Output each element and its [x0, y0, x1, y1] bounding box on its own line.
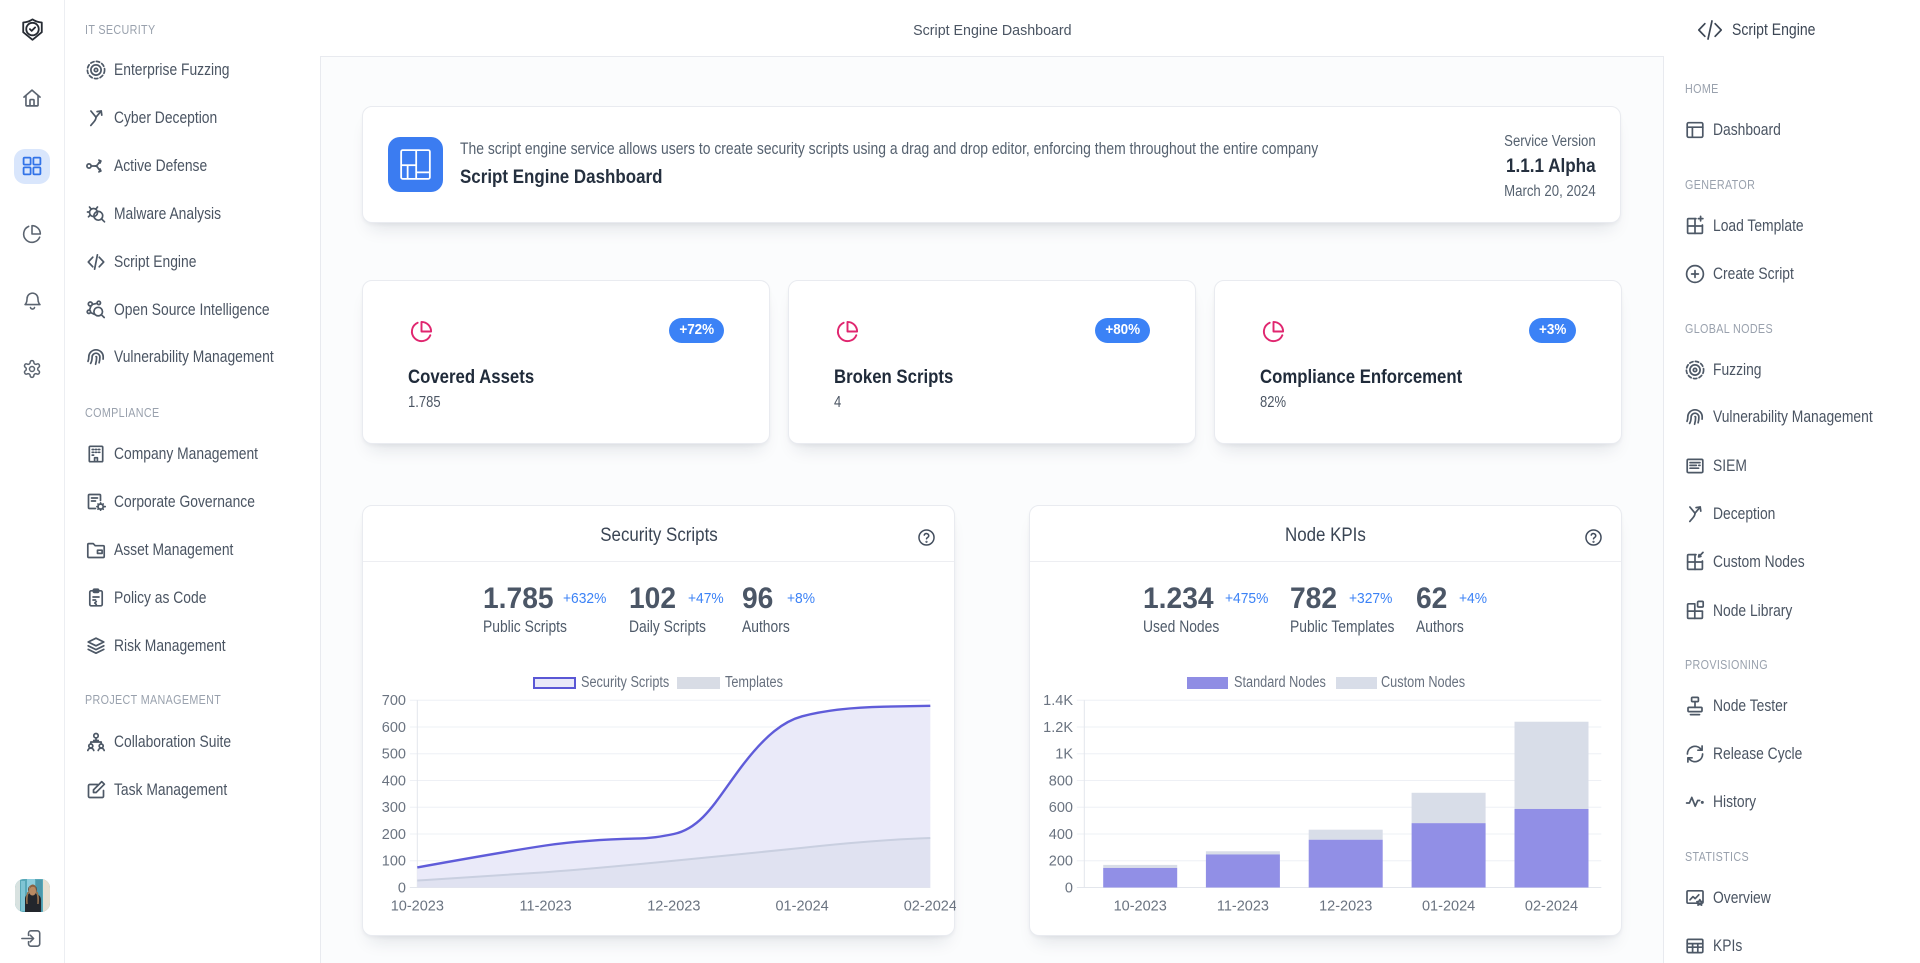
svg-text:500: 500 [382, 747, 406, 763]
svg-text:700: 700 [382, 693, 406, 709]
svg-text:10-2023: 10-2023 [391, 899, 444, 915]
svg-text:1.4K: 1.4K [1043, 693, 1073, 709]
svg-text:12-2023: 12-2023 [647, 899, 700, 915]
svg-text:10-2023: 10-2023 [1114, 899, 1167, 915]
svg-text:01-2024: 01-2024 [775, 899, 828, 915]
svg-text:1.2K: 1.2K [1043, 720, 1073, 736]
svg-text:600: 600 [1049, 800, 1073, 816]
svg-text:1K: 1K [1055, 747, 1073, 763]
svg-text:12-2023: 12-2023 [1319, 899, 1372, 915]
svg-text:11-2023: 11-2023 [1217, 899, 1269, 915]
svg-text:100: 100 [382, 854, 406, 870]
svg-text:0: 0 [398, 881, 406, 897]
svg-text:02-2024: 02-2024 [1525, 899, 1578, 915]
svg-text:200: 200 [382, 827, 406, 843]
svg-text:400: 400 [1049, 827, 1073, 843]
svg-text:01-2024: 01-2024 [1422, 899, 1475, 915]
svg-text:11-2023: 11-2023 [520, 899, 572, 915]
svg-text:0: 0 [1065, 881, 1073, 897]
svg-text:02-2024: 02-2024 [904, 899, 956, 915]
svg-text:200: 200 [1049, 854, 1073, 870]
svg-text:800: 800 [1049, 774, 1073, 790]
svg-text:300: 300 [382, 800, 406, 816]
svg-text:400: 400 [382, 774, 406, 790]
svg-text:600: 600 [382, 720, 406, 736]
